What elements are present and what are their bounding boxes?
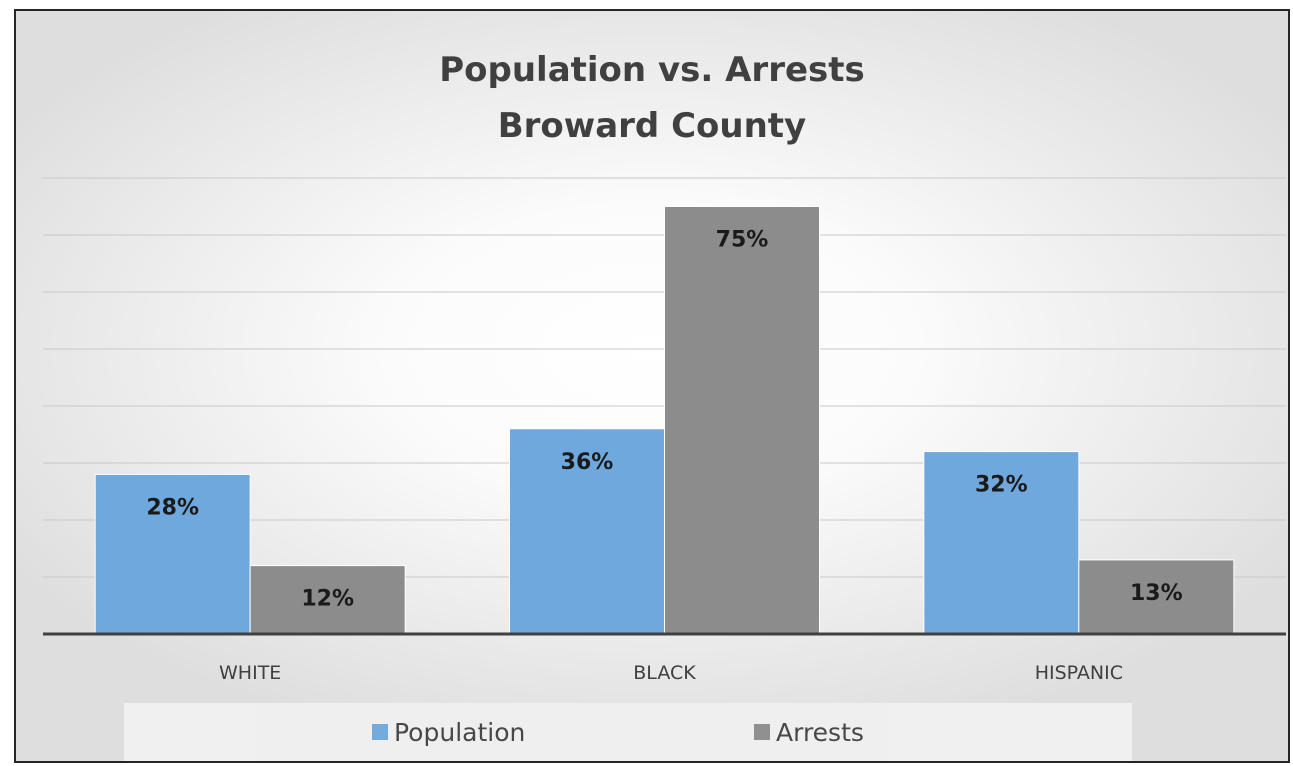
legend-label-population: Population	[394, 717, 526, 747]
data-label-population-black: 36%	[561, 450, 614, 475]
legend-label-arrests: Arrests	[776, 717, 864, 747]
bar-arrests-black	[664, 206, 820, 635]
x-tick-label: BLACK	[633, 662, 696, 684]
legend-swatch-population	[372, 724, 388, 740]
legend: Population Arrests	[124, 703, 1132, 761]
legend-swatch-arrests	[754, 724, 770, 740]
x-tick-label: WHITE	[219, 662, 281, 684]
chart-subtitle: Broward County	[497, 106, 807, 146]
data-label-arrests-hispanic: 13%	[1130, 581, 1183, 606]
bar-arrests-white	[249, 565, 406, 635]
chart-frame: Population vs. Arrests Broward County 28…	[14, 9, 1290, 763]
data-label-population-hispanic: 32%	[975, 473, 1028, 498]
bar-population-black	[509, 428, 665, 635]
data-label-arrests-black: 75%	[716, 228, 769, 253]
bar-population-white	[94, 473, 251, 635]
bar-population-hispanic	[923, 451, 1080, 635]
x-tick-label: HISPANIC	[1035, 662, 1123, 684]
bar-arrests-hispanic	[1078, 559, 1235, 635]
chart-title: Population vs. Arrests	[439, 50, 865, 90]
legend-item-arrests: Arrests	[754, 703, 864, 761]
data-label-population-white: 28%	[146, 495, 199, 520]
data-label-arrests-white: 12%	[301, 587, 354, 612]
legend-item-population: Population	[372, 703, 525, 761]
plot-area: 28% 12% WHITE 36% 75% BLACK 32% 13% HISPANIC	[43, 177, 1286, 684]
